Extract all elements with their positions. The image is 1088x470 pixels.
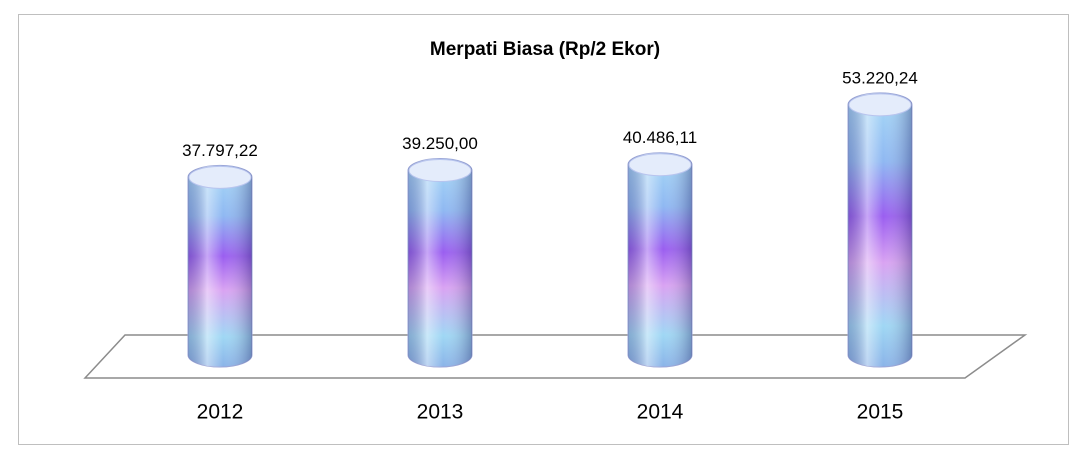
bar-cap <box>408 159 472 183</box>
x-tick-label: 2013 <box>417 401 464 424</box>
bar-shine <box>848 92 912 368</box>
value-label: 37.797,22 <box>182 141 258 160</box>
x-tick-label: 2015 <box>857 401 904 424</box>
bar-shine <box>188 165 252 367</box>
bar-cap <box>188 165 252 189</box>
bar-cap <box>848 93 912 117</box>
x-tick-label: 2012 <box>197 401 244 424</box>
value-label: 53.220,24 <box>842 68 918 87</box>
value-label: 40.486,11 <box>623 128 697 147</box>
bar-shine <box>408 158 472 367</box>
bar-shine <box>628 152 692 367</box>
x-tick-label: 2014 <box>637 401 684 424</box>
floor <box>83 334 1028 379</box>
value-label: 39.250,00 <box>402 134 478 153</box>
chart-title: Merpati Biasa (Rp/2 Ekor) <box>430 39 660 60</box>
bar-cap <box>628 153 692 177</box>
